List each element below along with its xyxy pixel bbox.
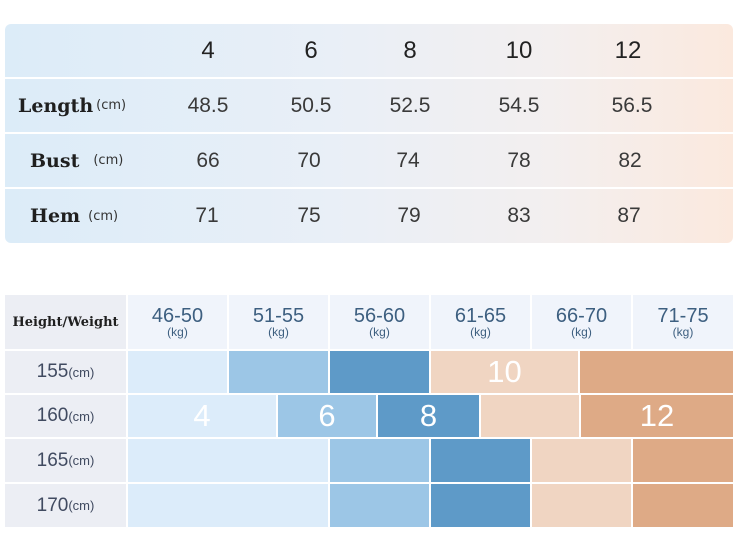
size-4-band [128, 395, 276, 437]
hem-label: Hem [30, 205, 81, 227]
length-row: Length (cm) 48.5 50.5 52.5 54.5 56.5 [5, 79, 733, 132]
measurement-value: 50.5 [290, 93, 332, 117]
row-divider [5, 187, 733, 189]
measurement-value: 79 [397, 204, 421, 227]
size-label-8: 8 [419, 398, 438, 433]
measurement-value: 83 [507, 204, 531, 227]
size-guide-table: Height/Weight 46-50 (kg) 51-55 (kg) 56-6… [5, 295, 733, 527]
height-unit: (cm) [68, 364, 95, 380]
row-label: Bust (cm) [30, 134, 123, 187]
height-unit: (cm) [68, 408, 95, 424]
size-8-band [330, 351, 429, 393]
measurement-value: 56.5 [611, 93, 653, 117]
measurement-value: 48.5 [187, 93, 229, 117]
size-header: 4 [201, 36, 215, 64]
size-header: 12 [614, 36, 642, 64]
weight-unit: (kg) [167, 324, 188, 339]
height-row-header: 160 (cm) [5, 395, 126, 437]
measurement-value: 71 [195, 204, 219, 227]
size-label-12: 12 [639, 398, 675, 433]
size-header-row: 4 6 8 10 12 [5, 24, 733, 77]
weight-column-header: 46-50 (kg) [128, 295, 227, 349]
measurement-table: 4 6 8 10 12 Length (cm) 48.5 50.5 52.5 5… [5, 24, 733, 243]
measurement-value: 66 [196, 148, 220, 172]
weight-range: 51-55 [252, 304, 305, 327]
size-4-band [128, 351, 227, 393]
height-unit: (cm) [68, 453, 95, 468]
weight-unit: (kg) [470, 324, 491, 339]
size-header: 10 [505, 36, 533, 64]
length-label: Length [18, 94, 94, 117]
measurement-value: 78 [507, 148, 531, 172]
measurement-value: 87 [617, 204, 641, 227]
weight-unit: (kg) [571, 324, 592, 339]
weight-unit: (kg) [369, 324, 390, 339]
row-label: Length (cm) [18, 79, 126, 132]
bust-label: Bust [30, 149, 80, 172]
weight-column-header: 61-65 (kg) [431, 295, 530, 349]
weight-range: 61-65 [454, 304, 507, 327]
size-4-band [128, 484, 328, 527]
weight-range: 46-50 [151, 304, 204, 327]
weight-range: 71-75 [657, 304, 709, 327]
weight-range: 56-60 [353, 304, 406, 327]
weight-unit: (kg) [268, 324, 289, 339]
height-value: 170 [36, 494, 69, 516]
size-6-band [330, 439, 429, 482]
size-10-band [532, 439, 631, 482]
size-12-band [633, 484, 733, 527]
size-8-band [431, 439, 530, 482]
height-row-header: 155 (cm) [5, 351, 126, 393]
size-label-6: 6 [318, 398, 336, 433]
size-6-band [229, 351, 328, 393]
size-6-band [278, 395, 376, 437]
height-value: 155 [36, 361, 69, 382]
weight-column-header: 71-75 (kg) [633, 295, 733, 349]
size-label-10: 10 [487, 354, 522, 389]
measurement-value: 74 [396, 148, 420, 172]
size-8-band [378, 395, 479, 437]
size-10-band [481, 395, 579, 437]
weight-column-header: 66-70 (kg) [532, 295, 631, 349]
size-12-band [581, 395, 733, 437]
unit-label: (cm) [93, 153, 124, 168]
height-value: 165 [36, 449, 69, 471]
row-divider [5, 132, 733, 134]
size-header: 6 [304, 36, 318, 64]
measurement-value: 52.5 [389, 93, 431, 117]
measurement-value: 70 [297, 148, 321, 172]
size-10-band [532, 484, 631, 527]
height-weight-header: Height/Weight [5, 295, 126, 349]
measurement-value: 54.5 [498, 93, 540, 117]
size-header: 8 [403, 36, 417, 64]
size-label-4: 4 [193, 398, 211, 433]
height-row-header: 165 (cm) [5, 439, 126, 482]
measurement-value: 75 [297, 204, 321, 227]
size-4-band [128, 439, 328, 482]
size-8-band [431, 484, 530, 527]
weight-column-header: 51-55 (kg) [229, 295, 328, 349]
row-divider [5, 77, 733, 79]
row-label: Hem (cm) [30, 189, 118, 243]
size-6-band [330, 484, 429, 527]
height-value: 160 [36, 405, 69, 426]
weight-column-header: 56-60 (kg) [330, 295, 429, 349]
weight-range: 66-70 [555, 304, 608, 327]
bust-row: Bust (cm) 66 70 74 78 82 [5, 134, 733, 187]
unit-label: (cm) [96, 98, 127, 113]
height-unit: (cm) [68, 498, 95, 513]
size-12-band [633, 439, 733, 482]
height-row-header: 170 (cm) [5, 484, 126, 527]
size-10-band [431, 351, 578, 393]
hem-row: Hem (cm) 71 75 79 83 87 [5, 189, 733, 243]
weight-unit: (kg) [672, 324, 694, 339]
measurement-value: 82 [618, 148, 642, 172]
size-12-band [580, 351, 733, 393]
unit-label: (cm) [88, 208, 119, 224]
